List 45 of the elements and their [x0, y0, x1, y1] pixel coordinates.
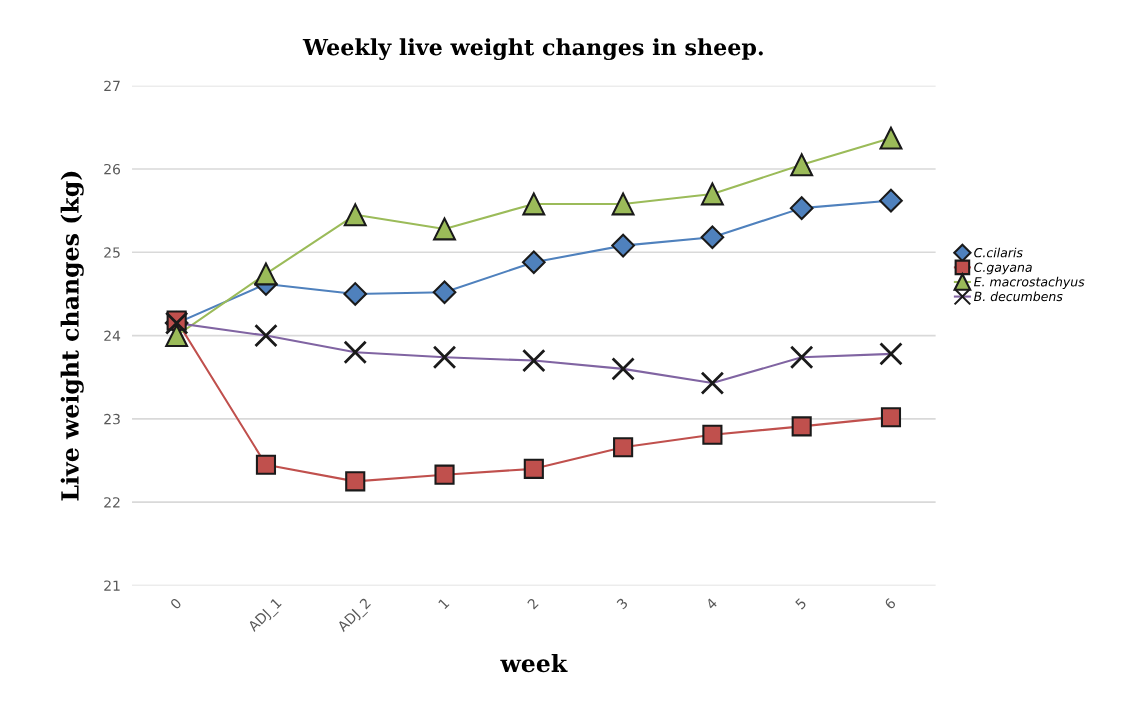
- point: [434, 464, 455, 485]
- x-tick-label: 3: [616, 597, 629, 610]
- y-tick-label: 23: [104, 413, 120, 425]
- y-tick-label: 24: [104, 330, 121, 341]
- legend-label: C.cilaris: [974, 247, 1023, 258]
- point: [254, 262, 278, 286]
- point: [702, 424, 723, 445]
- x-tick-label: 5: [794, 597, 807, 610]
- point: [523, 458, 544, 479]
- point: [700, 225, 725, 250]
- y-tick-label: 27: [104, 80, 120, 91]
- point: [343, 282, 368, 306]
- x-tick-label: 1: [438, 597, 450, 610]
- x-tick-label: 6: [883, 597, 897, 610]
- y-tick-label: 21: [104, 580, 120, 591]
- point: [432, 280, 457, 305]
- point: [255, 454, 277, 475]
- point: [522, 192, 546, 216]
- point: [433, 217, 456, 241]
- point: [880, 407, 902, 428]
- point: [789, 196, 814, 220]
- x-tick-label: 2: [526, 597, 539, 610]
- point: [613, 437, 634, 458]
- point: [343, 203, 367, 227]
- point: [790, 153, 814, 177]
- y-tick-label: 22: [104, 497, 120, 508]
- legend-label: E. macrostachyus: [973, 276, 1085, 289]
- y-tick-label: 25: [104, 247, 120, 258]
- point: [611, 233, 635, 258]
- chart-title: Weekly live weight changes in sheep.: [302, 38, 763, 61]
- point: [521, 250, 546, 275]
- point: [165, 324, 189, 348]
- y-axis-title: Live weight changes (kg): [60, 171, 84, 501]
- legend-label: B. decumbens: [973, 291, 1063, 302]
- point: [879, 126, 903, 150]
- point: [700, 182, 724, 206]
- point: [611, 192, 635, 216]
- point: [345, 471, 366, 492]
- point: [879, 188, 903, 213]
- x-tick-label: 4: [705, 597, 718, 610]
- x-axis-title: week: [500, 653, 568, 673]
- x-tick-label: 0: [169, 597, 182, 610]
- y-tick-label: 26: [104, 163, 121, 175]
- point: [791, 416, 812, 437]
- legend-label: C.gayana: [974, 262, 1032, 275]
